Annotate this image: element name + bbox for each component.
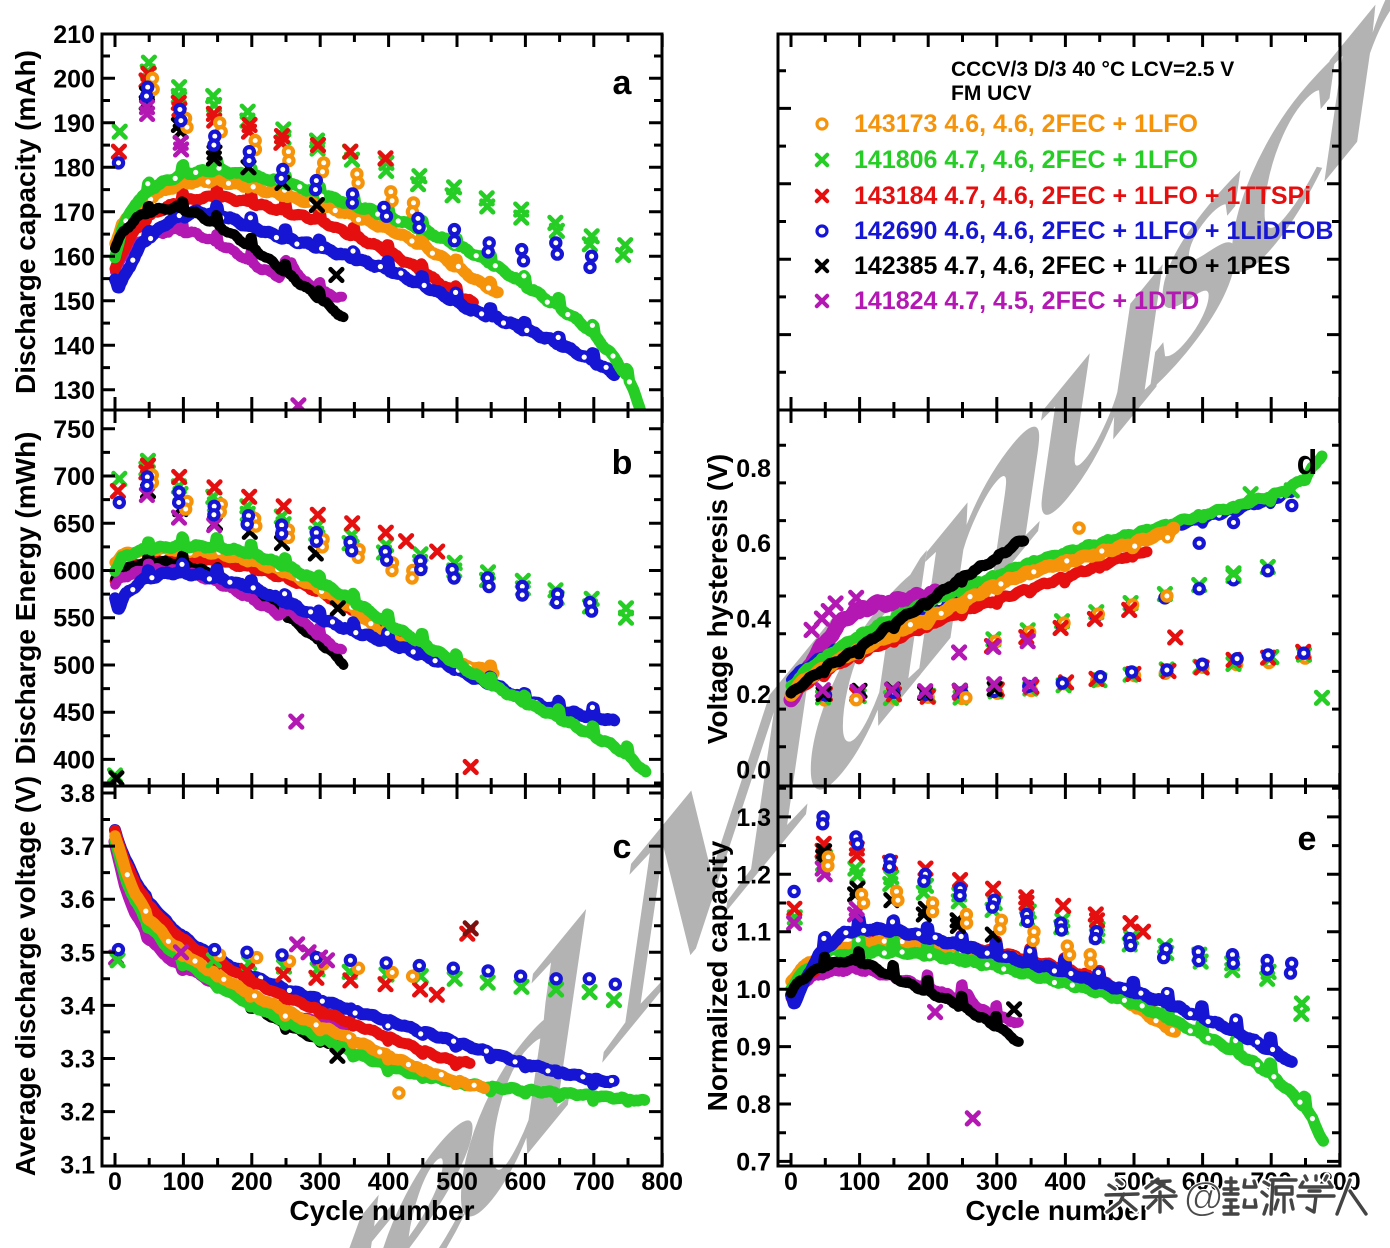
svg-text:Cycle number: Cycle number (289, 1195, 474, 1226)
svg-text:0.0: 0.0 (736, 756, 771, 784)
svg-text:190: 190 (53, 110, 95, 138)
svg-text:400: 400 (1045, 1168, 1087, 1196)
svg-text:3.5: 3.5 (60, 939, 95, 967)
svg-text:450: 450 (53, 699, 95, 727)
svg-text:142385 4.7, 4.6, 2FEC + 1LFO +: 142385 4.7, 4.6, 2FEC + 1LFO + 1PES (854, 252, 1290, 280)
svg-text:200: 200 (907, 1168, 949, 1196)
svg-text:b: b (612, 444, 633, 482)
svg-text:210: 210 (53, 21, 95, 49)
svg-text:a: a (613, 64, 633, 102)
svg-text:0: 0 (108, 1168, 122, 1196)
svg-text:141806 4.7, 4.6, 2FEC + 1LFO: 141806 4.7, 4.6, 2FEC + 1LFO (854, 146, 1198, 174)
svg-text:200: 200 (53, 65, 95, 93)
svg-text:141824 4.7, 4.5, 2FEC + 1DTD: 141824 4.7, 4.5, 2FEC + 1DTD (854, 287, 1199, 315)
svg-text:Normalized capacity: Normalized capacity (702, 840, 733, 1111)
svg-text:500: 500 (436, 1168, 478, 1196)
svg-text:0.2: 0.2 (736, 681, 771, 709)
svg-text:3.6: 3.6 (60, 886, 95, 914)
svg-text:0.8: 0.8 (736, 1091, 771, 1119)
svg-text:400: 400 (368, 1168, 410, 1196)
svg-text:3.1: 3.1 (60, 1152, 95, 1180)
svg-text:160: 160 (53, 243, 95, 271)
svg-text:0: 0 (784, 1168, 798, 1196)
svg-text:700: 700 (573, 1168, 615, 1196)
svg-text:180: 180 (53, 154, 95, 182)
svg-text:100: 100 (839, 1168, 881, 1196)
svg-text:140: 140 (53, 332, 95, 360)
svg-text:600: 600 (505, 1168, 547, 1196)
svg-text:0.7: 0.7 (736, 1148, 771, 1176)
svg-text:FM UCV: FM UCV (951, 82, 1032, 105)
svg-text:0.4: 0.4 (736, 606, 771, 634)
svg-text:170: 170 (53, 199, 95, 227)
svg-text:1.1: 1.1 (736, 919, 771, 947)
svg-text:550: 550 (53, 605, 95, 633)
svg-text:300: 300 (299, 1168, 341, 1196)
svg-text:150: 150 (53, 288, 95, 316)
svg-text:500: 500 (53, 652, 95, 680)
svg-text:300: 300 (976, 1168, 1018, 1196)
svg-text:3.8: 3.8 (60, 780, 95, 808)
svg-text:142690 4.6, 4.6, 2FEC + 1LFO +: 142690 4.6, 4.6, 2FEC + 1LFO + 1LiDFOB (854, 217, 1333, 245)
svg-text:@: @ (1184, 1175, 1223, 1219)
svg-text:c: c (613, 828, 632, 866)
svg-text:3.7: 3.7 (60, 833, 95, 861)
svg-text:3.2: 3.2 (60, 1099, 95, 1127)
svg-text:130: 130 (53, 377, 95, 405)
svg-text:0.9: 0.9 (736, 1034, 771, 1062)
svg-text:600: 600 (1182, 1168, 1224, 1196)
svg-text:3.4: 3.4 (60, 992, 95, 1020)
svg-text:143173 4.6, 4.6, 2FEC + 1LFO: 143173 4.6, 4.6, 2FEC + 1LFO (854, 110, 1198, 138)
svg-text:Voltage hysteresis (V): Voltage hysteresis (V) (702, 454, 733, 744)
svg-text:0.8: 0.8 (736, 455, 771, 483)
svg-text:650: 650 (53, 510, 95, 538)
svg-text:e: e (1298, 820, 1317, 858)
svg-text:1.2: 1.2 (736, 861, 771, 889)
svg-text:CCCV/3 D/3 40 °C LCV=2.5 V: CCCV/3 D/3 40 °C LCV=2.5 V (951, 58, 1234, 81)
svg-text:143184 4.7, 4.6, 2FEC + 1LFO +: 143184 4.7, 4.6, 2FEC + 1LFO + 1TTSPi (854, 182, 1311, 210)
svg-text:3.3: 3.3 (60, 1046, 95, 1074)
svg-text:1.0: 1.0 (736, 976, 771, 1004)
svg-text:0.6: 0.6 (736, 530, 771, 558)
svg-text:d: d (1297, 444, 1318, 482)
svg-text:700: 700 (53, 463, 95, 491)
svg-text:200: 200 (231, 1168, 273, 1196)
svg-text:600: 600 (53, 557, 95, 585)
svg-text:400: 400 (53, 746, 95, 774)
svg-text:Discharge Energy (mWh): Discharge Energy (mWh) (10, 432, 41, 765)
svg-text:Discharge capacity (mAh): Discharge capacity (mAh) (10, 50, 41, 394)
svg-text:100: 100 (163, 1168, 205, 1196)
svg-text:1.3: 1.3 (736, 804, 771, 832)
svg-text:750: 750 (53, 416, 95, 444)
svg-text:800: 800 (641, 1168, 683, 1196)
svg-text:Average discharge voltage (V): Average discharge voltage (V) (10, 776, 41, 1176)
